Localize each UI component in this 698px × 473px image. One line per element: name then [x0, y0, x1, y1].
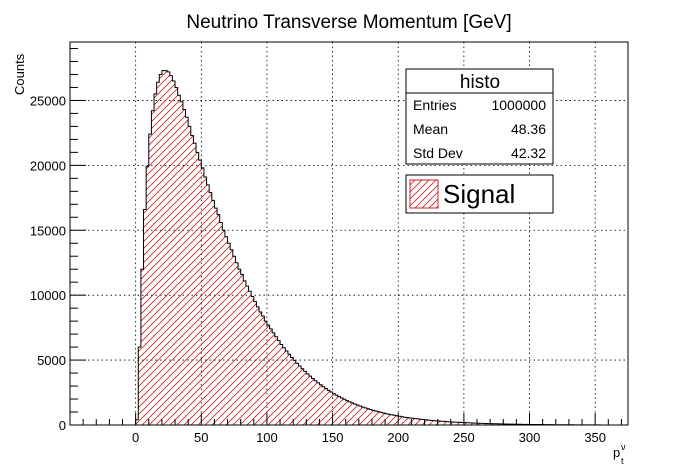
y-tick-label: 10000 [30, 288, 66, 303]
x-axis-label-main: p [613, 445, 620, 460]
x-tick-label: 250 [453, 430, 475, 445]
x-axis-label-superscript: ν [621, 442, 626, 452]
x-tick-label: 350 [584, 430, 606, 445]
y-tick-label: 0 [59, 418, 66, 433]
x-axis-ticks: 0 50 100 150 200 250 300 350 [69, 413, 622, 445]
histogram-outline [135, 70, 615, 426]
x-tick-label: 50 [194, 430, 208, 445]
histogram-fill [135, 70, 614, 425]
plot-frame [69, 41, 629, 426]
x-tick-label: 0 [132, 430, 139, 445]
x-tick-label: 200 [387, 430, 409, 445]
y-axis-ticks: 0 5000 10000 15000 20000 25000 [30, 47, 86, 433]
x-tick-label: 100 [256, 430, 278, 445]
stats-entries-value: 1000000 [491, 97, 546, 113]
stats-stddev-label: Std Dev [413, 145, 463, 161]
legend: Signal [405, 174, 554, 214]
stats-mean-label: Mean [413, 121, 448, 137]
stats-box-title: histo [460, 72, 500, 93]
x-axis-label: p t ν [613, 442, 626, 466]
stats-entries-label: Entries [413, 97, 457, 113]
chart-title: Neutrino Transverse Momentum [GeV] [186, 12, 511, 33]
y-tick-label: 25000 [30, 93, 66, 108]
stats-box: histo Entries 1000000 Mean 48.36 Std Dev… [405, 68, 554, 165]
x-tick-label: 300 [519, 430, 541, 445]
y-tick-label: 15000 [30, 223, 66, 238]
x-tick-label: 150 [322, 430, 344, 445]
y-tick-label: 20000 [30, 158, 66, 173]
legend-label: Signal [443, 179, 515, 209]
y-tick-label: 5000 [37, 353, 66, 368]
x-axis-label-subscript: t [621, 456, 624, 466]
legend-swatch [409, 179, 439, 209]
stats-stddev-value: 42.32 [511, 145, 546, 161]
histogram-bars [135, 70, 615, 426]
axes [69, 41, 629, 426]
stats-mean-value: 48.36 [511, 121, 546, 137]
y-axis-label: Counts [12, 53, 27, 95]
